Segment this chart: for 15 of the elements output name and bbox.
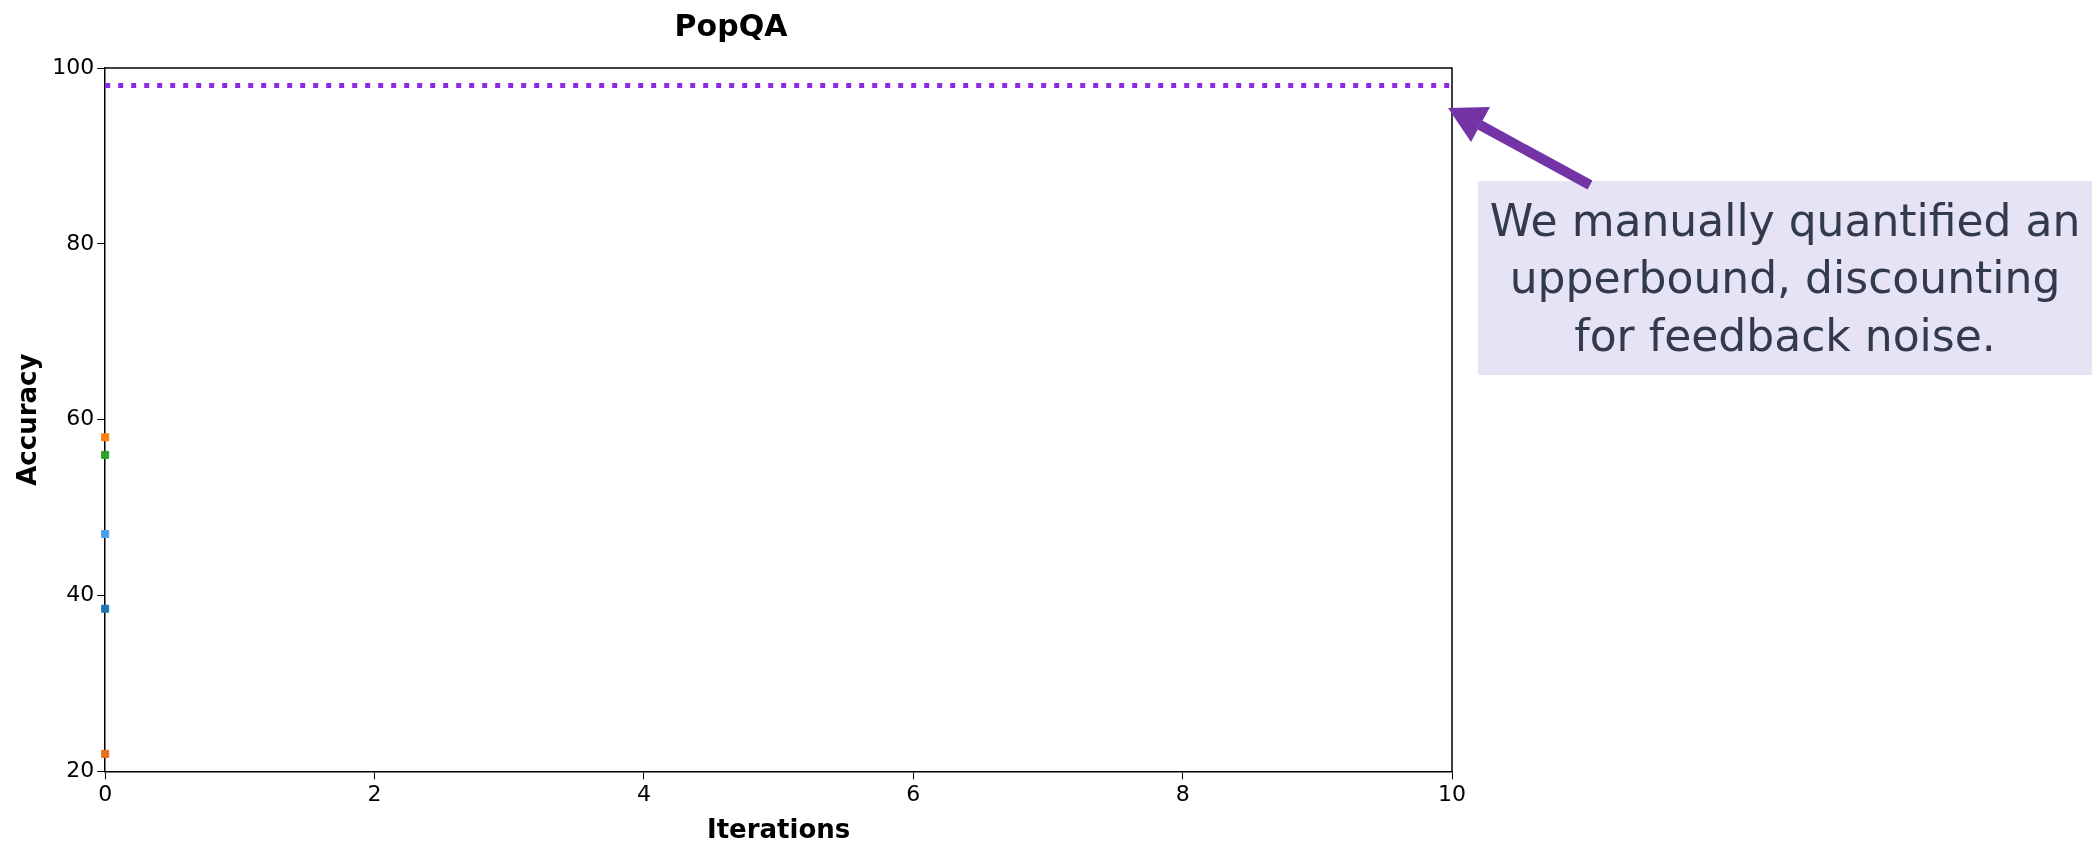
y-axis-title: Accuracy [12, 353, 43, 486]
x-tick-label: 2 [367, 781, 382, 807]
x-tick-label: 10 [1438, 781, 1466, 807]
text: We manually quantified an upperbound, discounting for feedback noise. [1478, 181, 2092, 375]
y-tick-label: 20 [66, 757, 95, 783]
x-axis-title: Iterations [706, 814, 851, 845]
y-tick-label: 80 [66, 229, 95, 255]
x-tick-label: 6 [906, 781, 921, 807]
x-tick-label: 0 [98, 781, 113, 807]
y-tick-label: 60 [66, 405, 95, 431]
x-tick-label: 4 [636, 781, 651, 807]
chart-title: PopQA [674, 7, 789, 43]
y-tick-label: 40 [66, 581, 95, 607]
x-tick-label: 8 [1175, 781, 1190, 807]
y-tick-label: 100 [52, 53, 95, 79]
